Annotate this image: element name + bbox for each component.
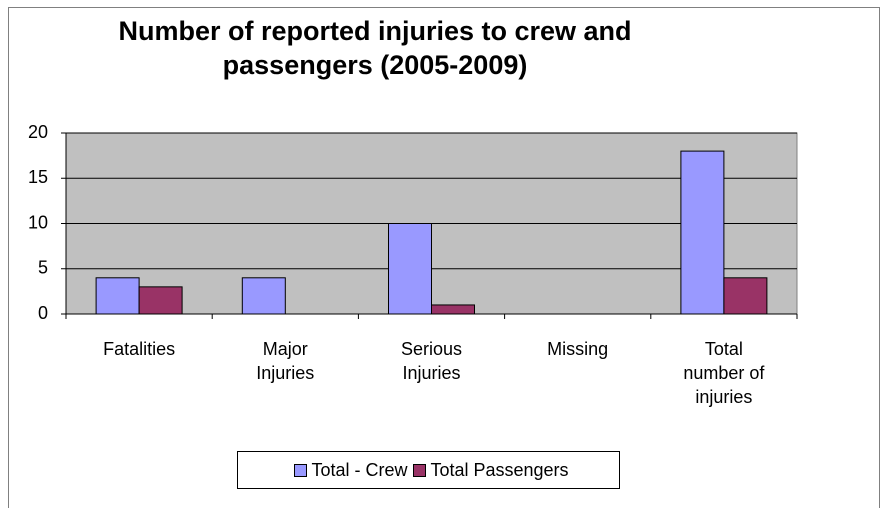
bar (95, 277, 140, 315)
y-tick-label: 20 (28, 122, 48, 142)
x-tick-label: Serious Injuries (400, 339, 463, 383)
y-tick-label: 0 (38, 303, 48, 323)
chart-border (8, 7, 880, 508)
x-tick-label: Total number of injuries (683, 339, 765, 407)
y-tick-label: 10 (28, 212, 48, 232)
x-tick-label: Missing (547, 339, 609, 359)
bar (680, 150, 725, 315)
legend-swatch (294, 463, 308, 477)
legend: Total - Crew Total Passengers (237, 451, 620, 489)
bar (138, 286, 183, 315)
legend-label: Total - Crew (311, 459, 408, 480)
bar (723, 277, 768, 315)
x-tick-label: Major Injuries (256, 339, 315, 383)
bar (388, 223, 432, 315)
x-tick-label: Fatalities (103, 339, 176, 359)
y-tick-label: 5 (38, 258, 48, 278)
bar (431, 304, 475, 315)
y-tick-label: 15 (28, 167, 48, 187)
bar (241, 277, 286, 315)
chart-title: Number of reported injuries to crew and … (118, 16, 632, 80)
legend-label: Total Passengers (430, 459, 569, 480)
legend-swatch (413, 463, 427, 477)
